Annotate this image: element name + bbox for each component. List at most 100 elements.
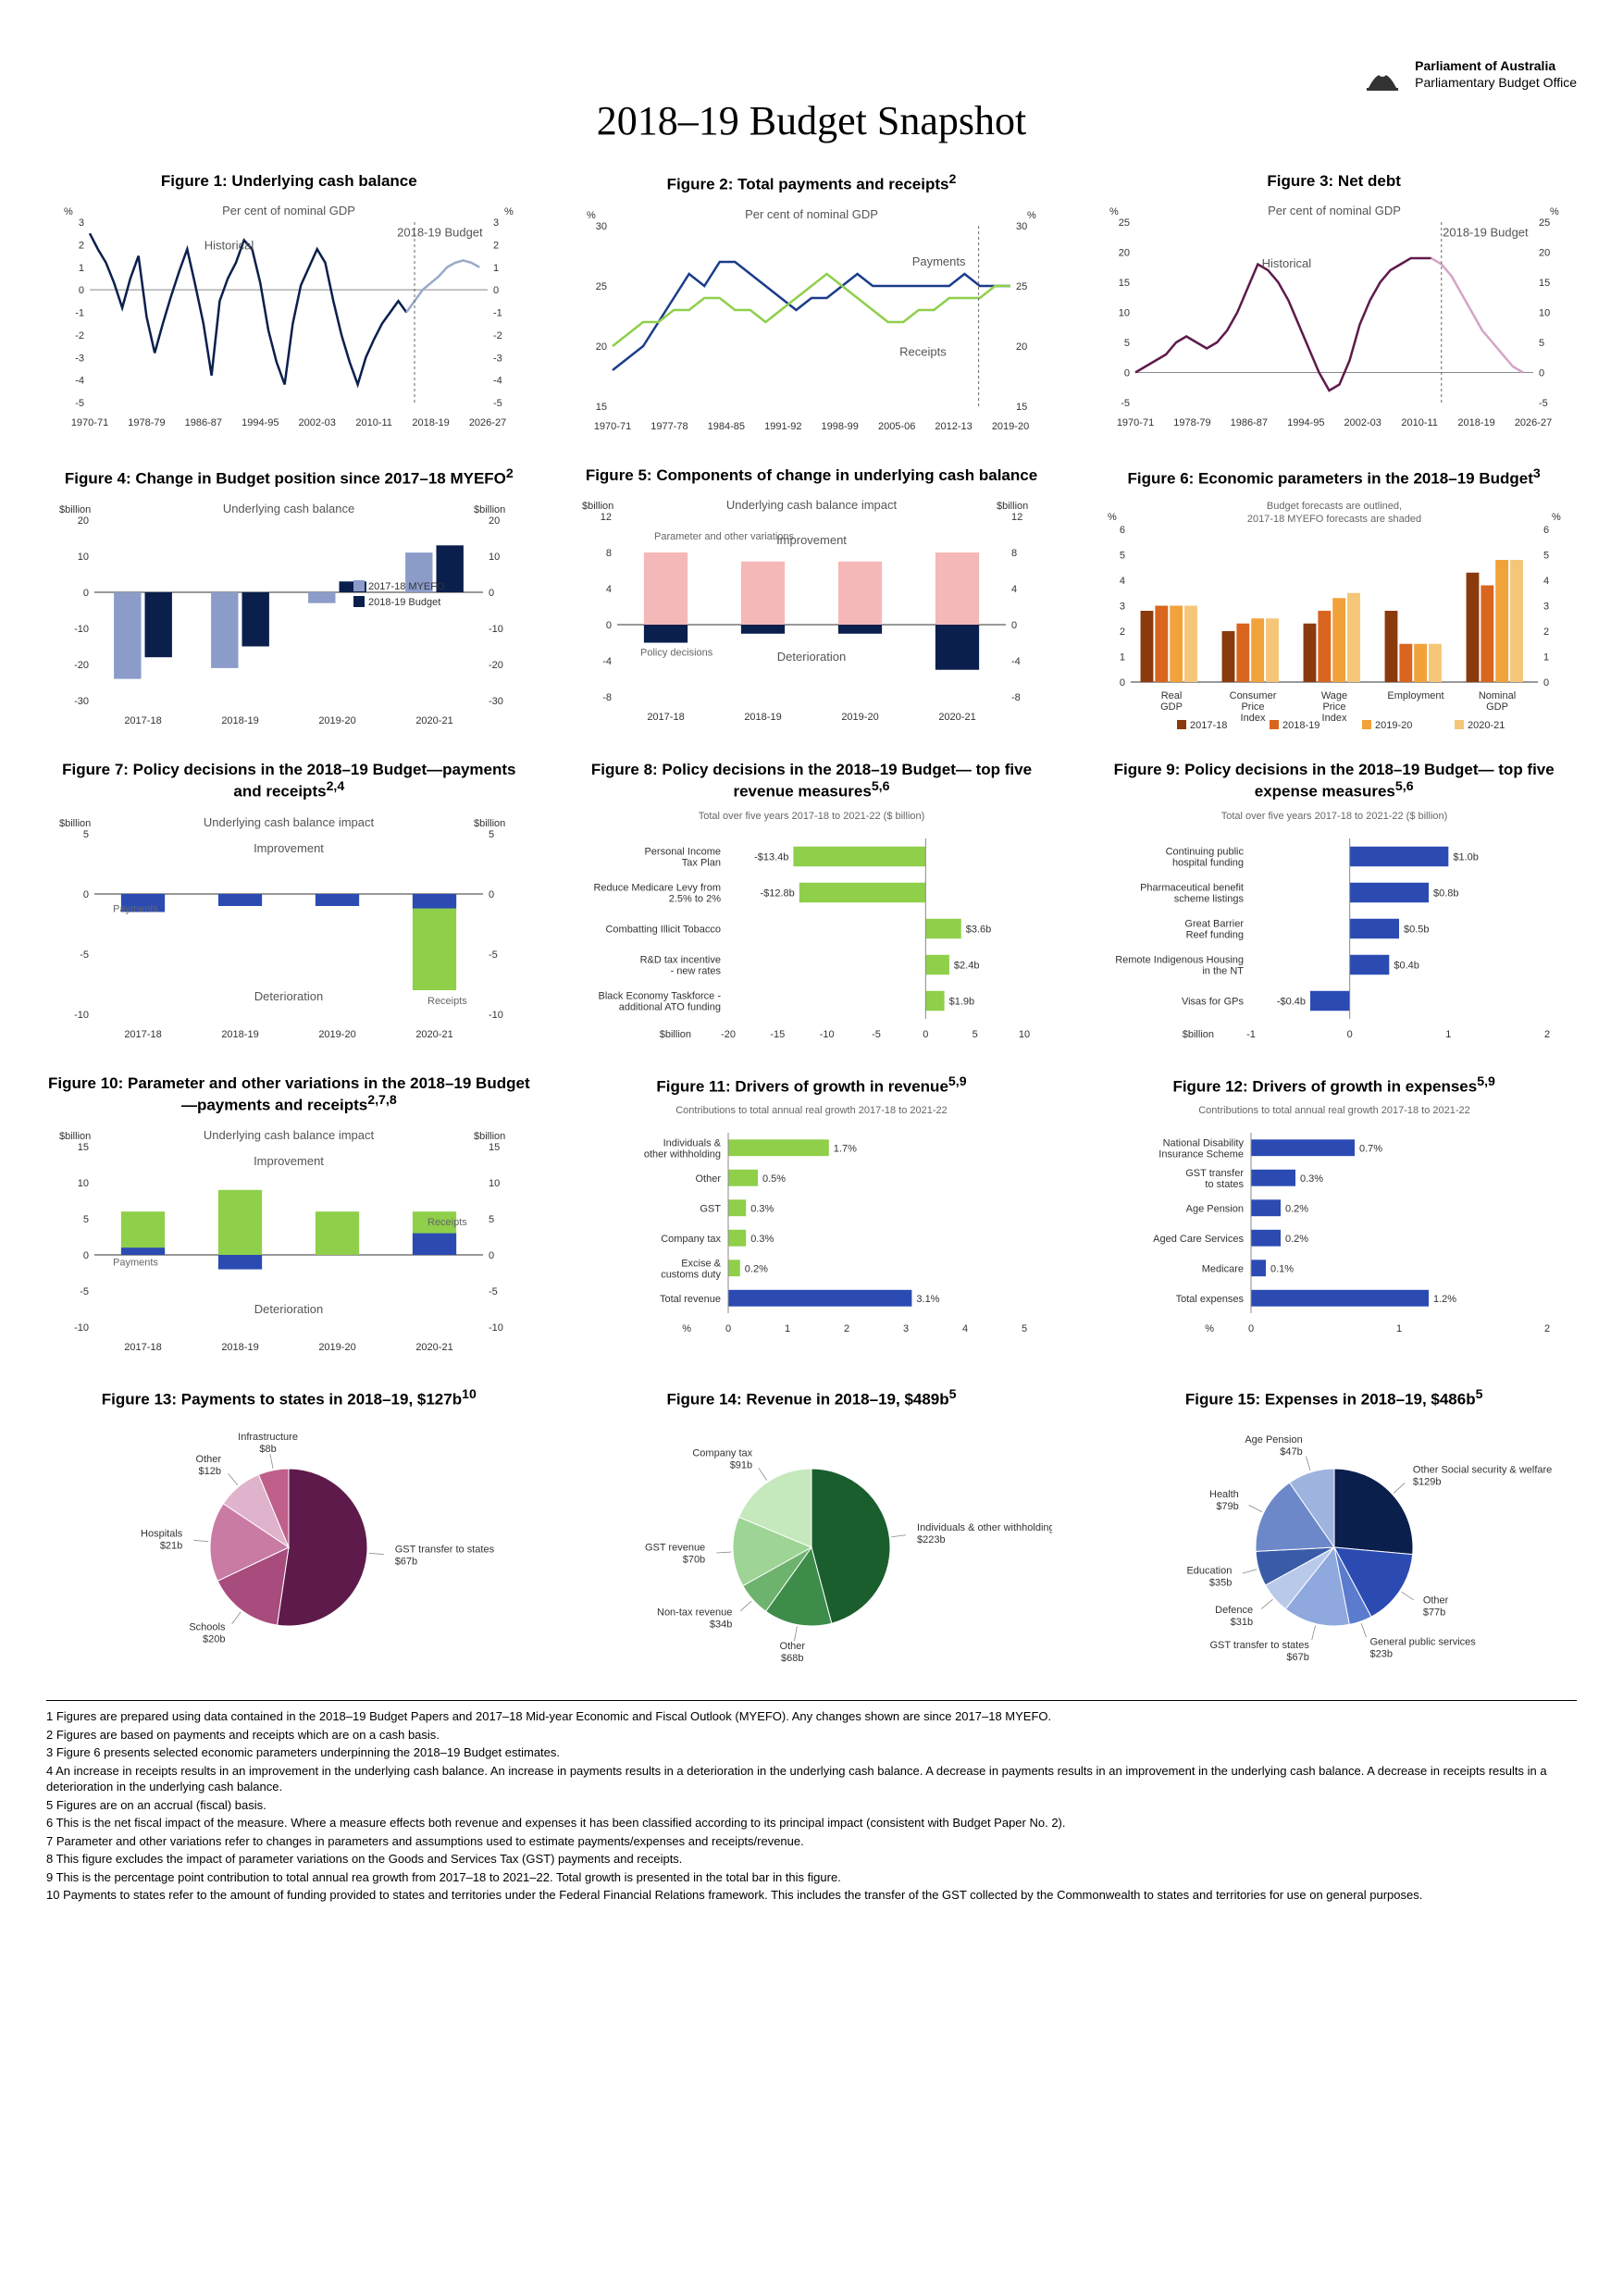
- svg-text:Other Social security & welfar: Other Social security & welfare: [1413, 1464, 1552, 1475]
- svg-text:0: 0: [1543, 677, 1549, 689]
- svg-text:1986-87: 1986-87: [185, 417, 222, 428]
- svg-text:1970-71: 1970-71: [1116, 417, 1153, 428]
- svg-text:Budget forecasts are outlined,: Budget forecasts are outlined,: [1267, 501, 1402, 512]
- svg-text:GST transfer: GST transfer: [1185, 1167, 1244, 1178]
- svg-text:0: 0: [1120, 677, 1125, 689]
- svg-text:-8: -8: [602, 692, 612, 703]
- fig12-title: Figure 12: Drivers of growth in expenses…: [1172, 1074, 1494, 1097]
- svg-text:-8: -8: [1011, 692, 1021, 703]
- fig4: Figure 4: Change in Budget position sinc…: [46, 466, 532, 733]
- svg-text:$billion: $billion: [474, 1131, 505, 1142]
- chart-grid: Figure 1: Underlying cash balance -5 -5 -4…: [46, 172, 1577, 1672]
- svg-text:-10: -10: [74, 1322, 89, 1334]
- svg-text:2: 2: [493, 241, 499, 252]
- svg-text:3: 3: [1120, 602, 1125, 613]
- svg-text:-4: -4: [76, 376, 85, 387]
- svg-text:2019-20: 2019-20: [319, 1342, 356, 1353]
- svg-text:2018-19: 2018-19: [1282, 720, 1319, 731]
- svg-text:- new rates: - new rates: [671, 965, 722, 976]
- svg-text:2017-18: 2017-18: [125, 1029, 162, 1040]
- svg-text:0: 0: [493, 286, 499, 297]
- svg-text:2019-20: 2019-20: [841, 712, 878, 723]
- svg-text:2017-18 MYEFO: 2017-18 MYEFO: [368, 581, 445, 592]
- svg-text:0: 0: [83, 889, 89, 900]
- svg-text:-5: -5: [489, 1286, 498, 1297]
- svg-text:0: 0: [1539, 368, 1544, 379]
- svg-text:4: 4: [1120, 576, 1125, 587]
- svg-text:2026-27: 2026-27: [1514, 417, 1551, 428]
- svg-text:%: %: [1205, 1323, 1214, 1334]
- svg-text:Infrastructure: Infrastructure: [238, 1432, 298, 1443]
- svg-text:Improvement: Improvement: [254, 841, 324, 855]
- svg-text:15: 15: [1118, 278, 1129, 289]
- svg-text:2018-19: 2018-19: [413, 417, 450, 428]
- svg-text:Payments: Payments: [912, 254, 966, 268]
- footnote-line: 9 This is the percentage point contribut…: [46, 1869, 1577, 1886]
- svg-text:4: 4: [1011, 584, 1017, 595]
- footnote-line: 7 Parameter and other variations refer t…: [46, 1833, 1577, 1850]
- svg-text:2: 2: [844, 1323, 849, 1334]
- svg-text:0: 0: [725, 1323, 731, 1334]
- svg-text:-15: -15: [770, 1029, 785, 1040]
- svg-text:Contributions to total annual: Contributions to total annual real growt…: [1198, 1105, 1470, 1116]
- header-text: Parliament of Australia Parliamentary Bu…: [1415, 57, 1577, 91]
- svg-text:20: 20: [1016, 341, 1027, 353]
- fig9: Figure 9: Policy decisions in the 2018–1…: [1091, 761, 1577, 1046]
- fig1-title: Figure 1: Underlying cash balance: [161, 172, 417, 191]
- svg-text:-5: -5: [1539, 398, 1548, 409]
- svg-text:Continuing public: Continuing public: [1165, 846, 1244, 857]
- svg-text:Other: Other: [196, 1454, 222, 1465]
- svg-text:Insurance Scheme: Insurance Scheme: [1158, 1148, 1244, 1160]
- svg-text:Deterioration: Deterioration: [254, 1302, 323, 1316]
- svg-text:1970-71: 1970-71: [71, 417, 108, 428]
- svg-text:20: 20: [1118, 248, 1129, 259]
- svg-text:-5: -5: [81, 949, 90, 961]
- svg-text:$12b: $12b: [199, 1466, 221, 1477]
- svg-text:GST transfer to states: GST transfer to states: [1209, 1640, 1309, 1651]
- svg-text:Total revenue: Total revenue: [660, 1293, 721, 1304]
- svg-text:Reduce Medicare Levy from: Reduce Medicare Levy from: [593, 882, 721, 893]
- svg-text:$91b: $91b: [730, 1459, 752, 1471]
- svg-text:Other: Other: [1422, 1595, 1448, 1607]
- fig3: Figure 3: Net debt -5-500551010151520202…: [1091, 172, 1577, 439]
- svg-text:-10: -10: [489, 624, 503, 635]
- svg-text:3: 3: [1543, 602, 1549, 613]
- svg-text:2020-21: 2020-21: [1468, 720, 1505, 731]
- svg-text:15: 15: [596, 402, 607, 413]
- svg-text:0: 0: [1248, 1323, 1254, 1334]
- svg-text:-1: -1: [1246, 1029, 1256, 1040]
- fig2-title: Figure 2: Total payments and receipts2: [667, 172, 957, 194]
- svg-text:hospital funding: hospital funding: [1172, 857, 1244, 868]
- svg-text:5: 5: [489, 829, 494, 840]
- svg-text:1977-78: 1977-78: [650, 421, 688, 432]
- svg-text:0: 0: [83, 1250, 89, 1261]
- svg-text:4: 4: [962, 1323, 968, 1334]
- svg-text:-20: -20: [74, 660, 89, 671]
- svg-text:-5: -5: [76, 398, 85, 409]
- svg-text:10: 10: [1118, 308, 1129, 319]
- svg-text:-2: -2: [493, 330, 502, 341]
- footnotes: 1 Figures are prepared using data contai…: [46, 1700, 1577, 1904]
- svg-text:10: 10: [78, 552, 89, 563]
- svg-text:-5: -5: [493, 398, 502, 409]
- svg-text:1: 1: [493, 263, 499, 274]
- svg-text:1970-71: 1970-71: [594, 421, 631, 432]
- svg-text:Index: Index: [1321, 713, 1346, 724]
- svg-text:customs duty: customs duty: [661, 1269, 721, 1280]
- svg-text:5: 5: [83, 1214, 89, 1225]
- fig10-title: Figure 10: Parameter and other variation…: [46, 1074, 532, 1115]
- svg-text:1978-79: 1978-79: [1173, 417, 1210, 428]
- fig1: Figure 1: Underlying cash balance -5 -5 -4…: [46, 172, 532, 439]
- svg-text:10: 10: [1019, 1029, 1030, 1040]
- svg-text:National Disability: National Disability: [1162, 1137, 1244, 1148]
- svg-text:-30: -30: [74, 696, 89, 707]
- svg-text:GST revenue: GST revenue: [645, 1543, 705, 1554]
- svg-text:20: 20: [1539, 248, 1550, 259]
- svg-text:-5: -5: [1121, 398, 1130, 409]
- svg-text:2.5% to 2%: 2.5% to 2%: [669, 893, 721, 904]
- svg-text:1: 1: [1445, 1029, 1451, 1040]
- svg-text:%: %: [64, 206, 73, 217]
- svg-text:Parameter and other variations: Parameter and other variations: [654, 531, 795, 542]
- svg-text:Visas for GPs: Visas for GPs: [1182, 996, 1245, 1007]
- svg-text:Price: Price: [1322, 701, 1345, 713]
